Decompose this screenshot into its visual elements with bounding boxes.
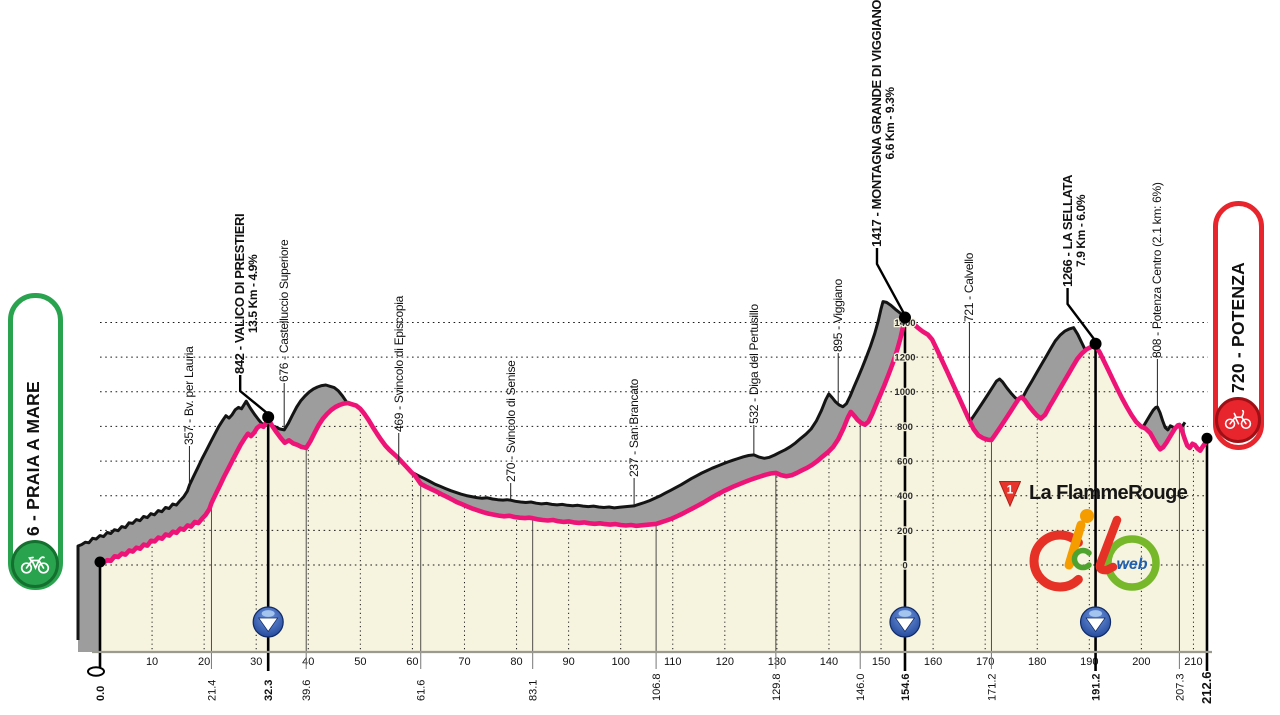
start-oval-marker — [87, 666, 105, 677]
cicloweb-i-dot — [1080, 509, 1094, 523]
summit-dot — [1089, 337, 1102, 350]
x-axis-tick-label: 60 — [406, 656, 418, 668]
climb-label: 1266 - LA SELLATA 7.9 Km - 6.0% — [1059, 174, 1088, 287]
cicloweb-logo: web — [1029, 509, 1160, 592]
waypoint-km-label: 146.0 — [855, 673, 867, 701]
summit-leader-line — [1066, 288, 1096, 341]
cyclist-icon — [20, 556, 50, 574]
x-axis-tick-label: 200 — [1132, 656, 1150, 668]
elevation-scale-label: 1200 — [894, 353, 915, 364]
climb-marker-icon — [889, 606, 921, 638]
x-axis-tick-label: 210 — [1184, 656, 1202, 668]
waypoint-km-label: 129.8 — [771, 673, 783, 701]
flammerouge-text: La FlammeRouge — [1029, 482, 1188, 504]
waypoint-km-label: 171.2 — [986, 673, 998, 701]
climb-marker-icon — [1079, 606, 1112, 638]
x-axis-tick-label: 70 — [458, 656, 470, 668]
waypoint-km-label: 212.6 — [1199, 671, 1214, 704]
cicloweb-letter-o-ring — [1104, 535, 1160, 591]
elevation-scale-label: 800 — [897, 422, 913, 433]
profile-face — [100, 319, 1207, 652]
finish-badge-label: 720 - POTENZA — [1228, 262, 1248, 393]
finish-dot — [1201, 432, 1213, 444]
climb-label: 842 - VALICO DI PRESTIERI 13.5 Km - 4.9% — [232, 213, 260, 374]
x-axis-tick-label: 180 — [1028, 656, 1046, 668]
waypoint-km-label: 207.3 — [1174, 673, 1186, 701]
x-axis-tick-label: 30 — [250, 656, 262, 668]
climb-label: 1417 - MONTAGNA GRANDE DI VIGGIANO 6.6 Km… — [868, 0, 897, 247]
waypoint-km-label: 191.2 — [1091, 673, 1103, 701]
x-axis-tick-label: 140 — [820, 656, 838, 668]
x-axis-tick-label: 20 — [198, 656, 210, 668]
x-axis-tick-label: 190 — [1080, 656, 1098, 668]
profile-line — [97, 317, 1210, 567]
finish-cyclist-badge — [1215, 397, 1261, 443]
cicloweb-letter-i — [1064, 520, 1086, 570]
waypoint-label: 357 - Bv. per Lauria — [182, 346, 197, 445]
flammerouge-number: 1 — [1007, 483, 1014, 497]
elevation-scale-label: 1000 — [894, 387, 915, 398]
climb-marker-icon — [252, 606, 284, 638]
x-axis-tick-label: 100 — [612, 656, 630, 668]
summit-dot — [262, 411, 275, 424]
waypoint-km-label: 39.6 — [301, 680, 313, 701]
waypoint-km-label: 106.8 — [651, 673, 663, 701]
waypoint-km-label: 154.6 — [900, 673, 912, 701]
summit-dot — [898, 311, 911, 324]
x-axis-tick-label: 150 — [872, 656, 890, 668]
waypoint-label: 676 - Castelluccio Superiore — [277, 239, 292, 382]
cyclist-finish-icon — [1224, 409, 1252, 430]
cicloweb-web-text: web — [1116, 556, 1147, 573]
waypoint-label: 237 - San Brancato — [627, 378, 642, 477]
waypoint-label: 532 - Diga del Pertusillo — [746, 304, 761, 424]
elevation-scale-label: 600 — [897, 456, 913, 467]
x-axis-tick-label: 170 — [976, 656, 994, 668]
waypoint-km-label: 83.1 — [528, 680, 540, 701]
start-badge-label: 6 - PRAIA A MARE — [23, 381, 43, 536]
elevation-scale-label: 200 — [897, 526, 913, 537]
start-cyclist-badge — [11, 540, 59, 588]
x-axis-tick-label: 90 — [562, 656, 574, 668]
x-axis-tick-label: 130 — [768, 656, 786, 668]
summit-leader-line — [238, 375, 268, 415]
waypoint-km-label: 61.6 — [416, 680, 428, 701]
elevation-scale-label: 400 — [897, 491, 913, 502]
summit-leader-line — [875, 248, 906, 315]
flammerouge-logo: 1 La FlammeRouge — [999, 481, 1188, 507]
waypoint-km-label: 32.3 — [263, 680, 275, 701]
cicloweb-letter-c-small — [1071, 547, 1092, 571]
profile-top-edge — [76, 300, 1187, 640]
flammerouge-triangle-icon: 1 — [999, 481, 1021, 507]
waypoint-label: 895 - Viggiano — [831, 279, 846, 352]
x-axis-tick-label: 160 — [924, 656, 942, 668]
waypoint-label: 270 - Svincolo di Senise — [503, 360, 518, 482]
cicloweb-letter-c-big — [1029, 530, 1083, 592]
waypoint-km-label: 0.0 — [95, 686, 107, 701]
waypoint-km-label: 21.4 — [206, 680, 218, 701]
cicloweb-letter-l — [1095, 515, 1122, 575]
start-dot — [94, 556, 106, 568]
x-axis-tick-label: 120 — [716, 656, 734, 668]
x-axis-tick-label: 40 — [302, 656, 314, 668]
waypoint-label: 469 - Svincolo di Episcopia — [391, 296, 406, 432]
x-axis-tick-label: 10 — [146, 656, 158, 668]
x-axis-tick-label: 80 — [510, 656, 522, 668]
x-axis-tick-label: 50 — [354, 656, 366, 668]
waypoint-label: 721 - Calvello — [962, 252, 977, 322]
elevation-scale-label: 0 — [902, 560, 907, 571]
x-axis-tick-label: 110 — [664, 656, 682, 668]
waypoint-label: 808 - Potenza Centro (2.1 km: 6%) — [1150, 182, 1165, 358]
